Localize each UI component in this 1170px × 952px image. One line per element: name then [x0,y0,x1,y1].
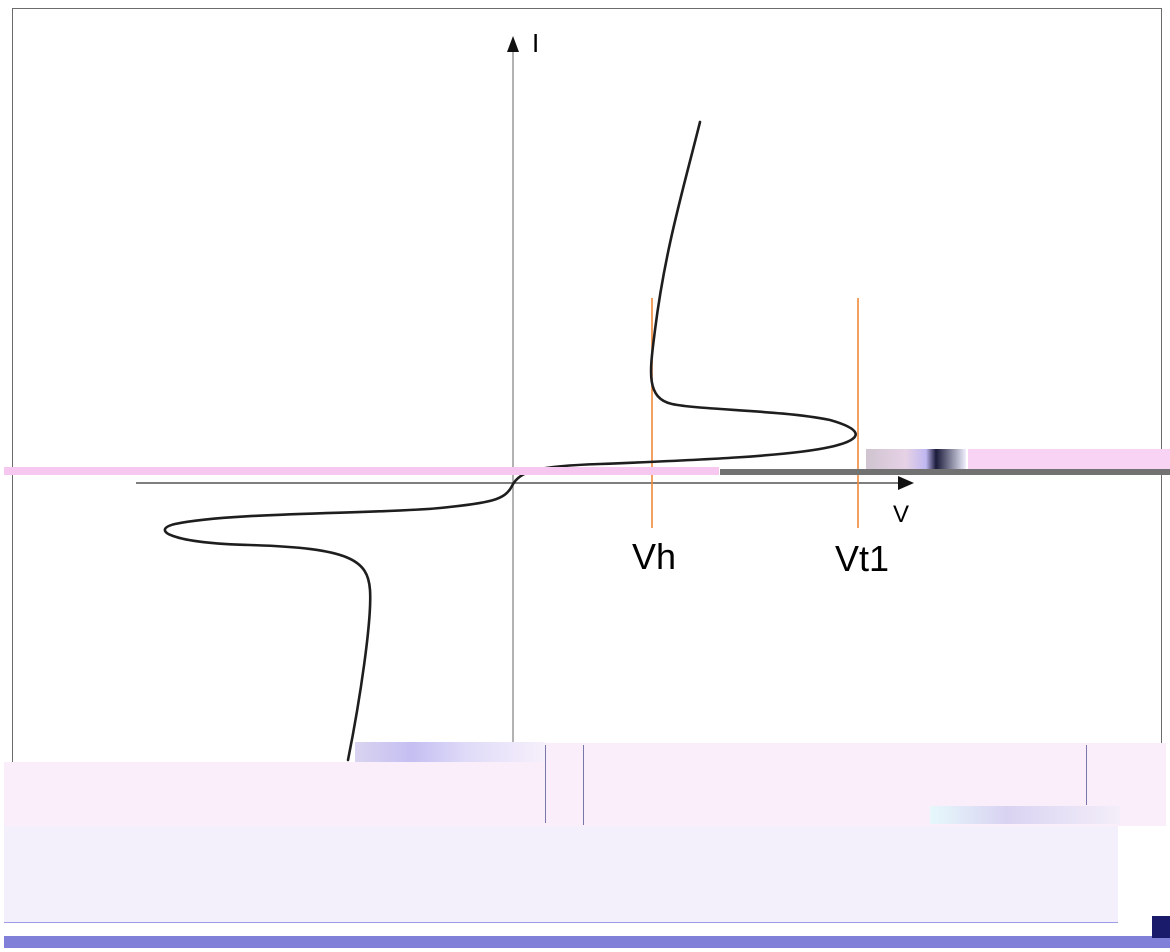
y-axis-label: I [532,28,539,58]
artifact-noise-block [866,449,966,469]
artifact-noise-right [930,806,1120,824]
artifact-vline [583,745,584,825]
artifact-vline [1086,745,1087,805]
y-axis-arrow [507,36,519,52]
vh-label: Vh [632,536,676,577]
x-axis-label: V [893,501,909,528]
artifact-band-pink [4,467,719,475]
snapback-iv-curve [163,120,857,762]
artifact-band-pink-right [968,449,1170,469]
artifact-vline [545,745,546,823]
diagram-frame [12,8,1162,808]
artifact-bottom-bar [4,936,1170,948]
artifact-corner-block [1152,916,1170,938]
artifact-bottom-lavender [4,826,1118,923]
artifact-noise-mid [355,742,545,764]
vt1-label: Vt1 [835,538,889,579]
artifact-band-gray [720,469,1170,475]
x-axis-arrow [898,476,914,490]
